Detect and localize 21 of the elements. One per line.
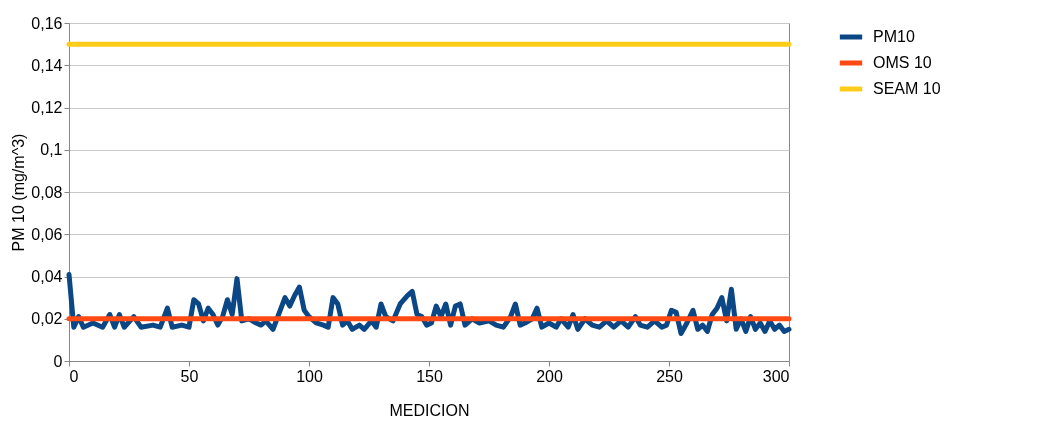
- y-tick-label: 0,02: [31, 310, 63, 328]
- x-tick-label: 0: [69, 367, 79, 385]
- x-tick-label: 200: [536, 367, 563, 385]
- y-tick-label: 0,16: [31, 14, 63, 32]
- y-tick-label: 0,14: [31, 56, 63, 74]
- y-axis-title: PM 10 (mg/m^3): [10, 133, 28, 252]
- y-tick-label: 0,08: [31, 183, 63, 201]
- legend-label: OMS 10: [873, 54, 932, 71]
- legend-label: PM10: [873, 28, 915, 45]
- y-tick-label: 0,06: [31, 225, 63, 243]
- y-tick-label: 0,12: [31, 99, 63, 116]
- x-tick-label: 150: [416, 367, 443, 385]
- x-tick-label: 50: [180, 367, 199, 385]
- legend-label: SEAM 10: [873, 80, 941, 97]
- x-axis-title: MEDICION: [389, 401, 470, 419]
- x-tick-label: 300: [762, 367, 790, 385]
- x-tick-label: 250: [656, 367, 683, 385]
- x-tick-label: 100: [296, 367, 323, 385]
- y-tick-label: 0,04: [31, 268, 63, 285]
- y-tick-label: 0: [53, 352, 63, 370]
- y-tick-label: 0,1: [40, 141, 63, 159]
